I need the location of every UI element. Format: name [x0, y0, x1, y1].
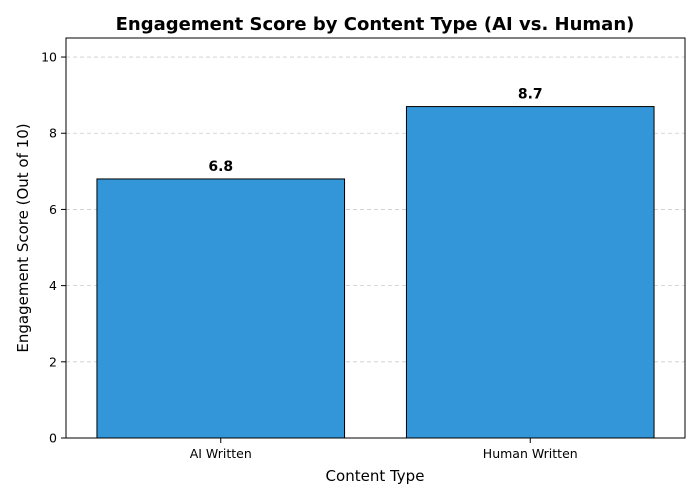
- chart-title: Engagement Score by Content Type (AI vs.…: [116, 14, 635, 35]
- x-axis-label: Content Type: [326, 467, 425, 485]
- y-tick-label-4: 8: [49, 126, 57, 141]
- y-axis-label: Engagement Score (Out of 10): [14, 123, 32, 352]
- y-tick-label-2: 4: [49, 278, 57, 293]
- bar-1: [405, 106, 655, 439]
- y-tick-label-3: 6: [49, 202, 57, 217]
- x-tick-label-0: AI Written: [190, 446, 252, 461]
- bar-0: [96, 178, 346, 439]
- plot-frame: [65, 37, 686, 439]
- data-label-1: 8.7: [518, 87, 543, 103]
- y-tick-label-0: 0: [49, 431, 57, 446]
- y-tick-label-5: 10: [41, 50, 57, 65]
- axis-layer: 0 2 4 6 8 10 AI Written Human Written: [41, 37, 686, 461]
- bar-layer: 6.8 8.7: [96, 87, 655, 439]
- y-tick-label-1: 2: [49, 354, 57, 369]
- data-label-0: 6.8: [208, 159, 233, 175]
- x-tick-label-1: Human Written: [483, 446, 578, 461]
